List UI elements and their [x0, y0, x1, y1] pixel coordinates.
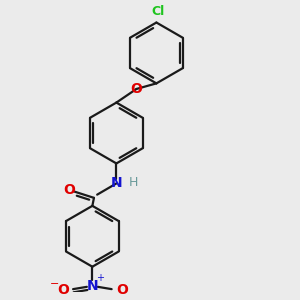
Text: O: O [57, 283, 69, 297]
Text: O: O [130, 82, 142, 96]
Text: +: + [96, 273, 104, 283]
Text: N: N [86, 279, 98, 293]
Text: −: − [50, 279, 59, 289]
Text: Cl: Cl [152, 5, 165, 18]
Text: H: H [128, 176, 138, 189]
Text: O: O [63, 183, 75, 197]
Text: O: O [116, 283, 128, 297]
Text: N: N [111, 176, 122, 190]
